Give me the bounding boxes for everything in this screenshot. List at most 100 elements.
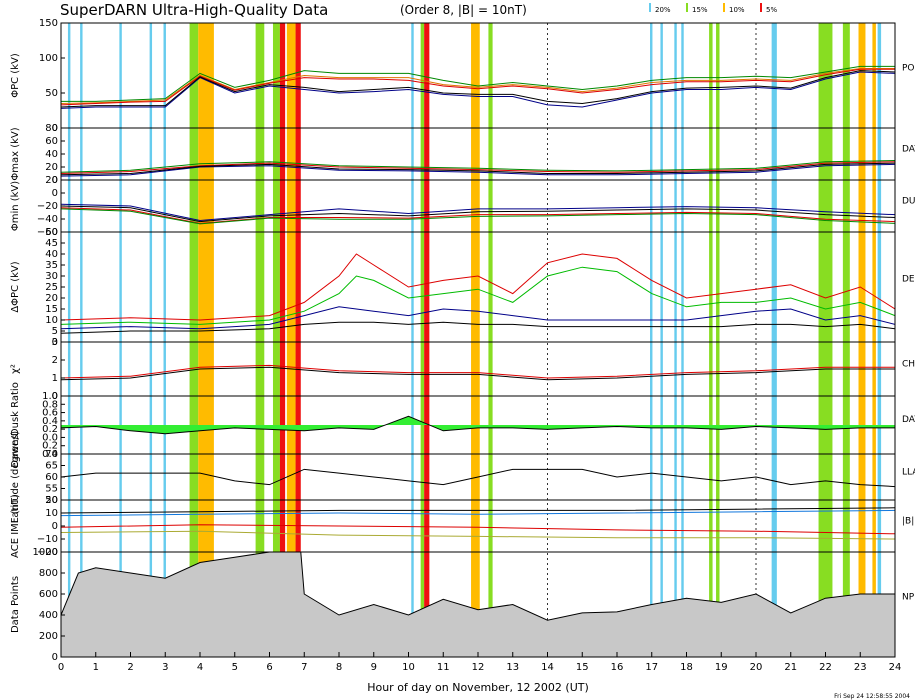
x-tick-label: 6: [266, 662, 272, 673]
y-tick-label: 0.4: [42, 449, 58, 460]
highlight-band: [488, 23, 493, 657]
y-tick-label: 400: [39, 610, 58, 621]
legend-label: 20%: [655, 6, 671, 14]
side-label-latitude: LLA: [902, 468, 915, 478]
dashed-hour-markers: [547, 23, 757, 657]
y-tick-label: 10: [45, 315, 58, 326]
side-label-chi2: CH: [902, 359, 915, 369]
series-line-delta-phi: [61, 253, 895, 321]
y-tick-label: 25: [45, 282, 58, 293]
series-line-phi-pc: [61, 71, 895, 109]
y-tick-label: 1000: [33, 547, 58, 558]
y-axis-label-chi2: χ²: [10, 364, 21, 374]
series-line-delta-phi: [61, 306, 895, 330]
y-tick-label: 20: [45, 293, 58, 304]
series-line-phi-max: [61, 162, 895, 176]
y-tick-label: 0.6: [42, 408, 58, 419]
series-line-imf: [61, 509, 895, 517]
y-axis-label-latitude: Latitude (degrees): [10, 431, 21, 523]
y-tick-label: −20: [37, 547, 58, 558]
x-tick-label: 20: [750, 662, 763, 673]
highlight-band: [818, 23, 833, 657]
y-tick-label: 80: [45, 123, 58, 134]
series-line-imf: [61, 530, 895, 540]
side-label-delta-phi: DE: [902, 275, 915, 285]
y-axis-label-ratio: Dawn/Dusk Ratio: [10, 382, 21, 468]
y-tick-label: −10: [37, 534, 58, 545]
y-tick-label: 5: [52, 326, 58, 337]
y-tick-label: 0: [52, 337, 58, 348]
y-tick-label: 0.2: [42, 424, 58, 435]
y-tick-label: 50: [45, 227, 58, 238]
x-tick-label: 15: [576, 662, 589, 673]
y-tick-label: 20: [45, 175, 58, 186]
highlight-band: [858, 23, 866, 657]
y-tick-label: 50: [45, 495, 58, 506]
y-tick-label: 0: [52, 652, 58, 663]
x-tick-label: 21: [784, 662, 797, 673]
x-tick-label: 17: [645, 662, 658, 673]
series-line-phi-pc: [61, 68, 895, 104]
chart-title: SuperDARN Ultra-High-Quality Data: [60, 1, 328, 19]
series-line-phi-max: [61, 161, 895, 174]
series-line-delta-phi: [61, 321, 895, 334]
y-tick-label: 60: [45, 136, 58, 147]
x-tick-label: 18: [680, 662, 693, 673]
y-tick-label: 0.4: [42, 416, 58, 427]
highlight-band: [771, 23, 777, 657]
x-tick-label: 4: [197, 662, 203, 673]
highlight-band: [872, 23, 876, 657]
highlight-band: [660, 23, 663, 657]
highlight-band: [681, 23, 684, 657]
highlight-band: [67, 23, 71, 657]
series-line-phi-min: [61, 205, 895, 223]
y-tick-label: 0: [52, 123, 58, 134]
series-line-ratio: [61, 415, 895, 435]
side-label-phi-min: DU: [902, 196, 915, 206]
y-tick-label: 20: [45, 495, 58, 506]
highlight-band: [471, 23, 480, 657]
x-tick-label: 24: [889, 662, 902, 673]
y-tick-label: 35: [45, 260, 58, 271]
highlight-band: [163, 23, 166, 657]
y-tick-label: 10: [45, 508, 58, 519]
side-label-imf: |B|: [902, 516, 914, 526]
series-line-phi-min: [61, 207, 895, 224]
y-tick-label: 45: [45, 238, 58, 249]
x-tick-label: 12: [472, 662, 485, 673]
highlight-band: [877, 23, 882, 657]
series-line-phi-min: [61, 208, 895, 225]
x-tick-label: 1: [93, 662, 99, 673]
highlight-band: [716, 23, 720, 657]
data-points-fill: [61, 552, 895, 657]
x-tick-label: 14: [541, 662, 554, 673]
y-tick-label: 600: [39, 589, 58, 600]
x-axis-label: Hour of day on November, 12 2002 (UT): [367, 681, 589, 694]
y-axis-label-imf: ACE IMF (nT): [10, 494, 21, 558]
x-tick-label: 13: [506, 662, 519, 673]
timestamp-footer: Fri Sep 24 12:58:55 2004: [834, 693, 910, 700]
y-tick-label: 0.0: [42, 432, 58, 443]
highlight-band: [198, 23, 214, 657]
highlight-band: [272, 23, 280, 657]
y-tick-label: 0: [52, 521, 58, 532]
series-line-delta-phi: [61, 266, 895, 325]
highlight-band: [674, 23, 677, 657]
y-axis-label-phi-max: Φmax (kV): [10, 127, 21, 180]
y-tick-label: 0: [52, 175, 58, 186]
y-tick-label: 50: [45, 88, 58, 99]
series-line-phi-pc: [61, 65, 895, 102]
y-tick-label: 0: [52, 391, 58, 402]
y-tick-label: 0.2: [42, 441, 58, 452]
x-tick-label: 8: [336, 662, 342, 673]
y-tick-label: −20: [37, 201, 58, 212]
highlight-bands: [67, 23, 882, 657]
y-axis-label-phi-min: Φmin (kV): [10, 181, 21, 231]
y-tick-label: 150: [39, 18, 58, 29]
y-axis-label-delta-phi: ΔΦPC (kV): [10, 261, 21, 312]
y-tick-label: 0: [52, 188, 58, 199]
y-tick-label: 40: [45, 249, 58, 260]
highlight-band: [119, 23, 122, 657]
